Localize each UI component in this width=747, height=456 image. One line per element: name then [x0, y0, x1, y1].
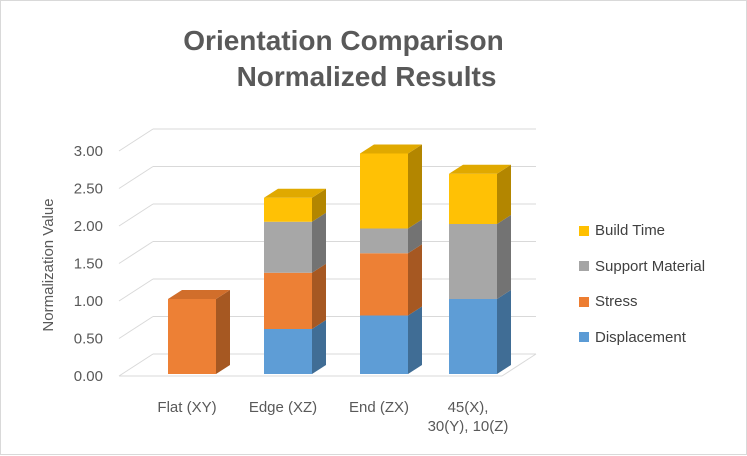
- x-tick-label: Edge (XZ): [249, 399, 317, 416]
- bar-segment-build-time-top: [360, 144, 422, 154]
- bar-segment-support-material-side: [312, 212, 326, 273]
- bar-segment-support-material-side: [408, 219, 422, 254]
- bar-segment-stress-side: [216, 290, 230, 374]
- x-tick-label: Flat (XY): [157, 399, 216, 416]
- bar-segment-displacement: [264, 329, 312, 374]
- gridline-side: [118, 241, 154, 264]
- y-tick-label: 1.00: [74, 293, 103, 310]
- bar-segment-stress: [264, 272, 312, 329]
- legend-label: Stress: [595, 293, 638, 311]
- gridline-side: [118, 353, 154, 377]
- legend-item: Displacement: [579, 320, 705, 356]
- gridline-side: [118, 166, 154, 189]
- y-axis-title: Normalization Value: [40, 198, 57, 331]
- bar-segment-displacement-side: [408, 306, 422, 374]
- x-tick-label-line: 30(Y), 10(Z): [428, 418, 509, 435]
- bar-segment-build-time-top: [264, 188, 326, 198]
- x-tick-label: End (ZX): [349, 399, 409, 416]
- bar-segment-support-material: [360, 228, 408, 254]
- bar-segment-support-material: [449, 224, 497, 299]
- x-tick-label-line: Edge (XZ): [249, 399, 317, 416]
- legend-label: Support Material: [595, 257, 706, 275]
- gridline-side: [118, 316, 154, 339]
- legend-label: Displacement: [595, 328, 686, 346]
- legend-swatch: [579, 261, 589, 272]
- bar-segment-support-material-side: [497, 215, 511, 299]
- bar-segment-build-time: [264, 197, 312, 222]
- bar-segment-build-time-side: [312, 188, 326, 222]
- legend-item: Build Time: [579, 213, 705, 249]
- gridline-side: [118, 128, 154, 152]
- y-tick-label: 0.50: [74, 331, 103, 348]
- y-tick-label: 0.00: [74, 368, 103, 385]
- x-tick-label: 45(X), 30(Y), 10(Z): [428, 399, 509, 435]
- y-tick-label: 1.50: [74, 256, 103, 273]
- legend-swatch: [579, 332, 589, 343]
- chart-title: Orientation Comparison Normalized Result…: [1, 23, 747, 95]
- bar-segment-build-time-side: [497, 164, 511, 224]
- chart-title-line-2: Normalized Results: [236, 61, 497, 92]
- bar-segment-support-material: [264, 221, 312, 273]
- bar-segment-stress: [360, 253, 408, 316]
- bar-segment-displacement: [449, 299, 497, 374]
- y-tick-label: 2.50: [74, 181, 103, 198]
- legend-item: Support Material: [579, 249, 705, 285]
- bar-segment-stress-top: [168, 290, 230, 299]
- bar-segment-stress: [168, 299, 216, 374]
- bar-segment-build-time-top: [449, 164, 511, 174]
- x-tick-label-line: 45(X),: [448, 399, 489, 416]
- x-tick-label-line: Flat (XY): [157, 399, 216, 416]
- bar-segment-build-time-side: [408, 144, 422, 229]
- bar-segment-displacement-side: [497, 290, 511, 374]
- x-tick-label-line: End (ZX): [349, 399, 409, 416]
- y-tick-label: 3.00: [74, 143, 103, 160]
- gridline-side: [118, 203, 154, 227]
- y-tick-label: 2.00: [74, 218, 103, 235]
- floor-right-edge: [501, 353, 537, 377]
- bar-segment-displacement-side: [312, 320, 326, 374]
- legend-item: Stress: [579, 284, 705, 320]
- bar-segment-displacement: [360, 315, 408, 374]
- bar-segment-stress-side: [408, 244, 422, 316]
- chart-title-line-1: Orientation Comparison: [183, 25, 504, 56]
- bar-segment-stress-side: [312, 263, 326, 329]
- gridline-side: [118, 278, 154, 302]
- legend-swatch: [579, 225, 589, 236]
- legend-swatch: [579, 296, 589, 307]
- legend-label: Build Time: [595, 222, 666, 240]
- chart-legend: Build Time Support Material Stress Displace…: [579, 213, 705, 355]
- bar-segment-build-time: [449, 173, 497, 224]
- bar-segment-build-time: [360, 153, 408, 229]
